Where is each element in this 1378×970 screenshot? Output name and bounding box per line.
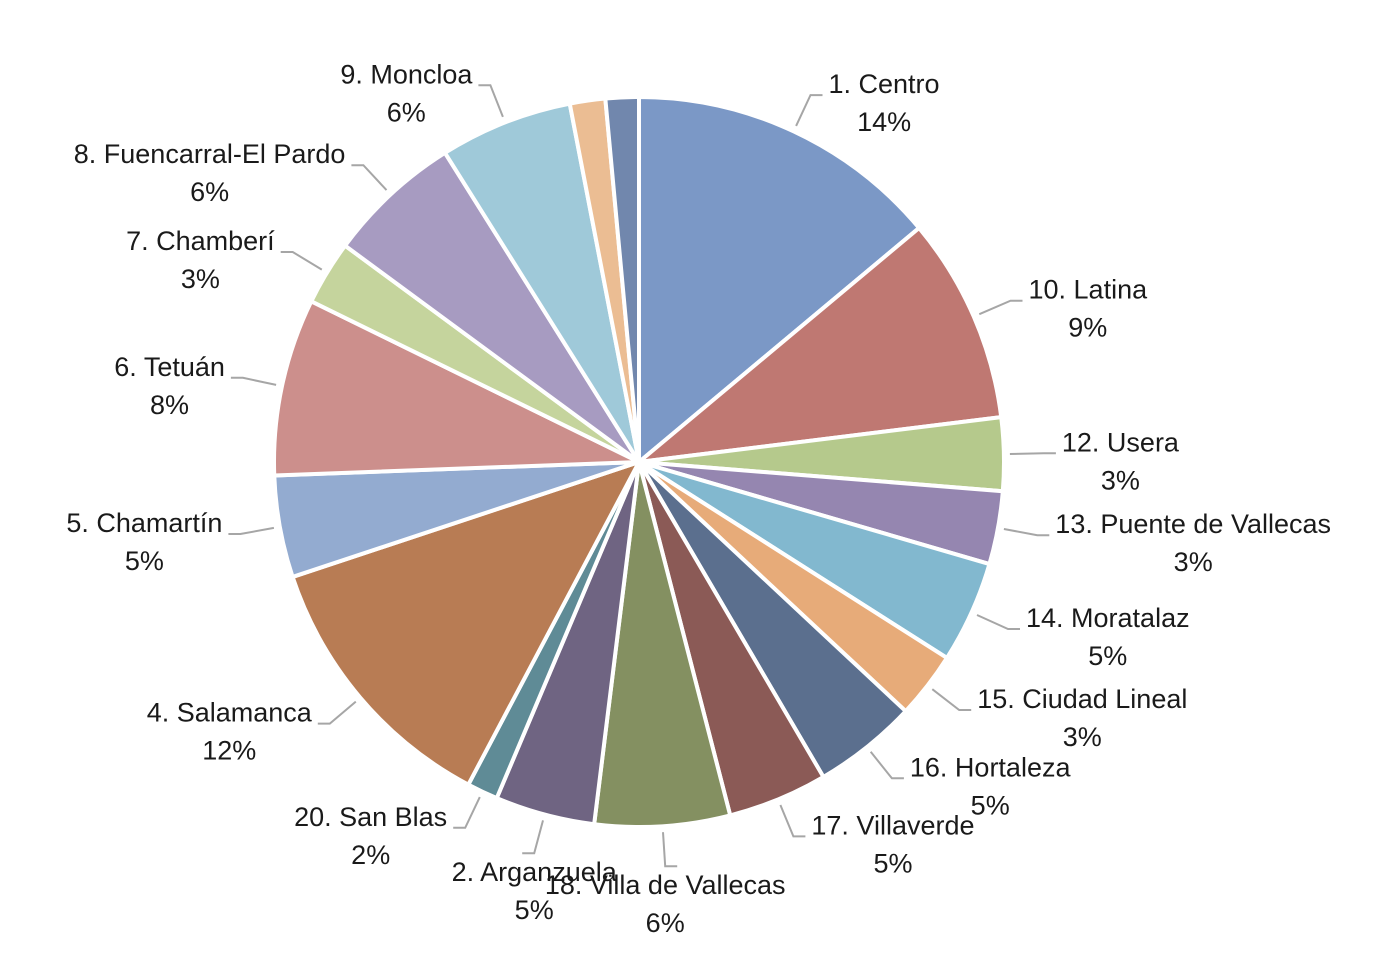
slice-name-17-villaverde: 17. Villaverde bbox=[811, 810, 974, 840]
slice-percent-16-hortaleza: 5% bbox=[971, 790, 1010, 820]
slice-percent-5-chamartin: 5% bbox=[125, 546, 164, 576]
slice-percent-7-chamberi: 3% bbox=[181, 264, 220, 294]
slice-name-1-centro: 1. Centro bbox=[829, 69, 940, 99]
slice-name-9-moncloa: 9. Moncloa bbox=[340, 59, 473, 89]
slice-percent-4-salamanca: 12% bbox=[202, 736, 256, 766]
pie-slice-4-salamanca bbox=[290, 460, 641, 787]
slice-percent-2-arganzuela: 5% bbox=[515, 895, 554, 925]
leader-line-18-villa-de-vallecas bbox=[662, 832, 678, 868]
leader-line-10-latina bbox=[978, 299, 1023, 316]
pie-slice-8-fuencarral-el-pardo bbox=[343, 150, 641, 464]
leader-line-7-chamberi bbox=[280, 251, 323, 271]
slice-name-4-salamanca: 4. Salamanca bbox=[147, 698, 313, 728]
slice-name-8-fuencarral-el-pardo: 8. Fuencarral-El Pardo bbox=[74, 139, 346, 169]
leader-lines bbox=[228, 84, 1056, 868]
slice-name-20-san-blas: 20. San Blas bbox=[294, 802, 447, 832]
pie-slice-1-centro bbox=[637, 95, 922, 464]
slice-name-12-usera: 12. Usera bbox=[1062, 427, 1180, 457]
slice-percent-20-san-blas: 2% bbox=[351, 840, 390, 870]
slice-name-7-chamberi: 7. Chamberí bbox=[126, 226, 275, 256]
leader-line-17-villaverde bbox=[779, 804, 806, 838]
slice-percent-17-villaverde: 5% bbox=[873, 848, 912, 878]
pie-slice-10-latina bbox=[637, 225, 1004, 464]
pie-slice-6-tetuan bbox=[272, 299, 641, 478]
slice-name-13-puente-de-vallecas: 13. Puente de Vallecas bbox=[1055, 509, 1331, 539]
slice-name-5-chamartin: 5. Chamartín bbox=[66, 508, 222, 538]
slice-percent-8-fuencarral-el-pardo: 6% bbox=[190, 177, 229, 207]
leader-line-4-salamanca bbox=[317, 700, 357, 725]
slice-percent-10-latina: 9% bbox=[1068, 313, 1107, 343]
slice-percent-15-ciudad-lineal: 3% bbox=[1063, 722, 1102, 752]
leader-line-2-arganzuela bbox=[522, 820, 544, 855]
leader-line-9-moncloa bbox=[478, 84, 504, 118]
slice-name-18-villa-de-vallecas: 18. Villa de Vallecas bbox=[545, 870, 786, 900]
leader-line-8-fuencarral-el-pardo bbox=[351, 164, 388, 191]
pie-slice-unlabeled-18 bbox=[603, 95, 641, 464]
leader-line-14-moratalaz bbox=[976, 614, 1020, 630]
leader-line-20-san-blas bbox=[453, 796, 481, 829]
slice-labels: 1. Centro 14% 10. Latina 9% 12. Usera 3% 13. P… bbox=[66, 59, 1331, 938]
pie-slice-9-moncloa bbox=[442, 101, 641, 464]
leader-line-12-usera bbox=[1009, 452, 1056, 455]
leader-line-5-chamartin bbox=[228, 526, 275, 535]
slice-name-6-tetuan: 6. Tetuán bbox=[114, 352, 225, 382]
slice-percent-6-tetuan: 8% bbox=[150, 390, 189, 420]
leader-line-16-hortaleza bbox=[869, 751, 904, 780]
slice-percent-1-centro: 14% bbox=[857, 107, 911, 137]
slice-name-2-arganzuela: 2. Arganzuela bbox=[452, 857, 618, 887]
slice-name-10-latina: 10. Latina bbox=[1029, 275, 1149, 305]
slice-percent-14-moratalaz: 5% bbox=[1088, 641, 1127, 671]
pie-slices bbox=[272, 95, 1006, 829]
slice-name-14-moratalaz: 14. Moratalaz bbox=[1026, 603, 1190, 633]
slice-percent-9-moncloa: 6% bbox=[387, 97, 426, 127]
slice-percent-13-puente-de-vallecas: 3% bbox=[1174, 547, 1213, 577]
slice-percent-12-usera: 3% bbox=[1101, 465, 1140, 495]
slice-percent-18-villa-de-vallecas: 6% bbox=[646, 908, 685, 938]
slice-name-16-hortaleza: 16. Hortaleza bbox=[910, 752, 1072, 782]
leader-line-6-tetuan bbox=[230, 376, 277, 386]
leader-line-1-centro bbox=[795, 94, 823, 127]
slice-name-15-ciudad-lineal: 15. Ciudad Lineal bbox=[977, 684, 1187, 714]
leader-line-15-ciudad-lineal bbox=[931, 688, 972, 711]
leader-line-13-puente-de-vallecas bbox=[1003, 528, 1050, 537]
